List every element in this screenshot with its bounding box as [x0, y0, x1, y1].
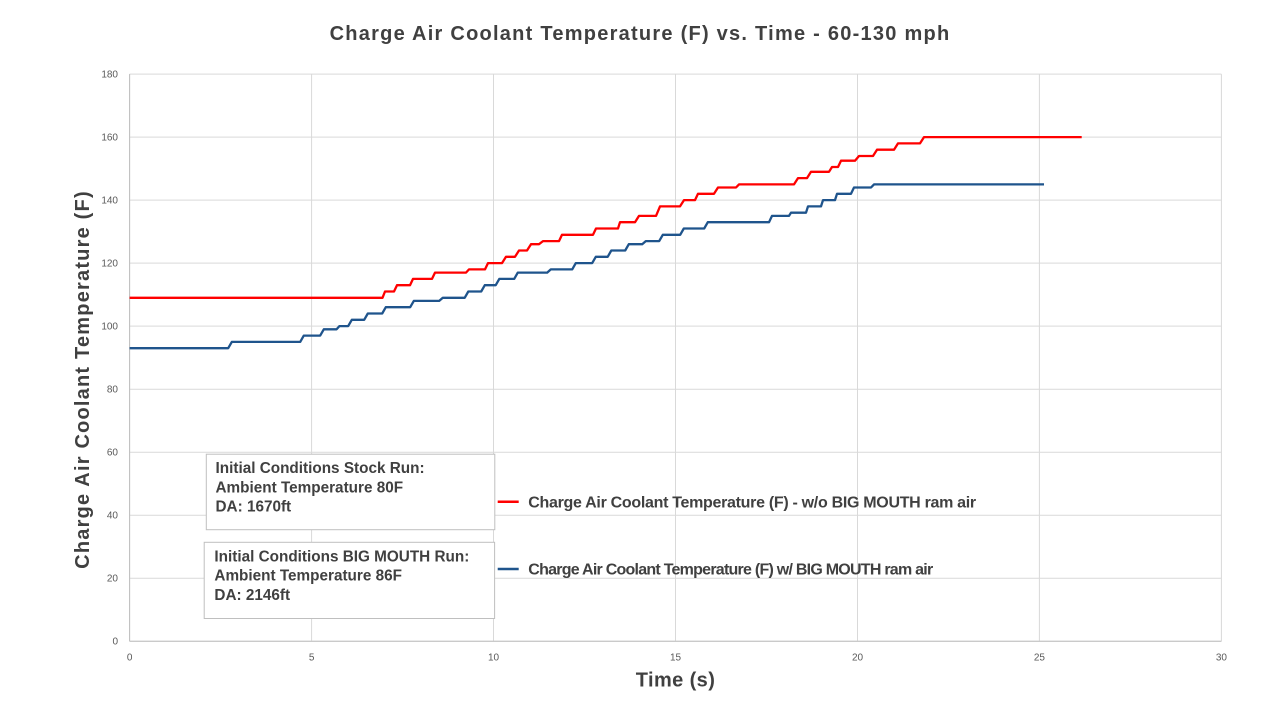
svg-text:20: 20	[107, 574, 119, 585]
svg-text:Initial Conditions Stock Run:: Initial Conditions Stock Run:	[216, 460, 425, 477]
svg-text:140: 140	[101, 196, 118, 207]
svg-text:20: 20	[852, 653, 864, 664]
svg-text:160: 160	[101, 133, 118, 144]
svg-text:Charge Air Coolant Temperature: Charge Air Coolant Temperature (F) w/ BI…	[528, 562, 933, 579]
svg-text:100: 100	[101, 322, 118, 333]
svg-text:Charge Air Coolant Temperature: Charge Air Coolant Temperature (F) - w/o…	[528, 495, 976, 512]
svg-text:Ambient Temperature 86F: Ambient Temperature 86F	[214, 568, 402, 585]
svg-text:25: 25	[1034, 653, 1046, 664]
svg-text:80: 80	[107, 385, 119, 396]
svg-text:120: 120	[101, 259, 118, 270]
svg-text:DA: 1670ft: DA: 1670ft	[216, 499, 292, 516]
svg-text:Initial Conditions BIG MOUTH R: Initial Conditions BIG MOUTH Run:	[214, 549, 469, 566]
svg-text:Ambient Temperature 80F: Ambient Temperature 80F	[216, 479, 404, 496]
svg-text:60: 60	[107, 448, 119, 459]
svg-text:5: 5	[309, 653, 315, 664]
svg-text:40: 40	[107, 511, 119, 522]
svg-text:0: 0	[127, 653, 133, 664]
svg-text:Charge Air Coolant Temperature: Charge Air Coolant Temperature (F)	[72, 190, 94, 569]
svg-text:DA: 2146ft: DA: 2146ft	[214, 587, 290, 604]
svg-text:10: 10	[488, 653, 500, 664]
svg-text:Time (s): Time (s)	[636, 670, 716, 692]
svg-text:15: 15	[670, 653, 682, 664]
svg-text:0: 0	[112, 637, 118, 648]
svg-text:30: 30	[1216, 653, 1228, 664]
svg-text:180: 180	[101, 70, 118, 81]
svg-text:Charge Air Coolant Temperature: Charge Air Coolant Temperature (F) vs. T…	[330, 23, 951, 45]
